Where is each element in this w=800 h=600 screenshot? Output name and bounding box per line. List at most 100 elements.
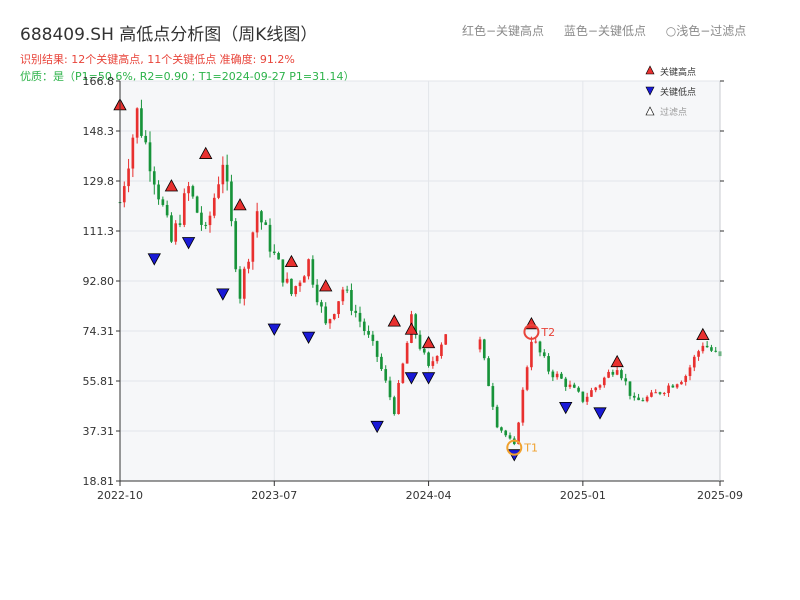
quality-summary: 优质：是（P1=50.6%, R2=0.90 ; T1=2024-09-27 P… xyxy=(20,70,355,83)
candle-body xyxy=(281,259,285,283)
y-tick-label: 166.8 xyxy=(83,75,115,88)
key-low-marker xyxy=(593,407,607,420)
candle-body xyxy=(311,259,315,285)
annotation-label-t1: T1 xyxy=(523,442,538,455)
key-high-marker xyxy=(696,327,710,341)
candle-body xyxy=(388,380,392,398)
candle-body xyxy=(602,377,606,386)
chart-legend: 关键高点 关键低点 过滤点 xyxy=(645,65,696,118)
candle-body xyxy=(641,400,645,402)
candle-body xyxy=(650,392,653,397)
key-high-marker xyxy=(404,322,419,335)
key-high-marker xyxy=(387,314,401,327)
candle-body xyxy=(260,211,263,223)
candle-body xyxy=(667,385,670,394)
candle-body xyxy=(620,370,623,379)
candle-body xyxy=(590,390,593,397)
candle-body xyxy=(508,435,512,439)
candle-body xyxy=(320,302,323,307)
candle-body xyxy=(230,181,233,222)
candle-body xyxy=(221,164,225,185)
candle-body xyxy=(302,276,306,283)
candle-body xyxy=(144,135,148,143)
candle-body xyxy=(397,382,400,415)
candle-body xyxy=(547,356,550,372)
candle-body xyxy=(191,186,195,197)
candle-body xyxy=(572,384,576,388)
candle-body xyxy=(521,389,525,423)
candle-body xyxy=(568,384,572,387)
legend-filtered-label: 过滤点 xyxy=(660,106,687,118)
key-low-marker xyxy=(370,420,384,434)
y-tick-label: 37.31 xyxy=(83,425,115,438)
candle-body xyxy=(705,345,709,348)
x-tick-label: 2025-09 xyxy=(697,489,743,502)
key-low-marker xyxy=(147,253,161,266)
y-tick-label: 74.31 xyxy=(83,325,115,338)
candle-body xyxy=(324,306,328,324)
candle-body xyxy=(560,373,563,379)
candle-body xyxy=(401,363,405,383)
candle-body xyxy=(538,341,542,353)
key-low-marker xyxy=(301,331,316,344)
legend-low-marker xyxy=(645,86,655,96)
candle-body xyxy=(337,301,340,315)
candle-body xyxy=(170,215,173,242)
legend-high-marker xyxy=(645,65,655,75)
chart-title: 688409.SH 高低点分析图（周K线图） xyxy=(20,25,318,45)
candle-body xyxy=(238,269,242,299)
y-tick-label: 92.80 xyxy=(83,275,115,288)
candle-body xyxy=(688,367,692,377)
candle-body xyxy=(577,387,580,392)
candle-body xyxy=(225,164,229,182)
candle-body xyxy=(234,221,238,270)
candle-body xyxy=(298,282,302,287)
candle-body xyxy=(714,350,718,352)
x-tick-label: 2025-01 xyxy=(560,489,606,502)
candle-body xyxy=(530,341,533,368)
candle-body xyxy=(131,137,135,169)
y-tick-label: 148.3 xyxy=(83,125,115,138)
candle-body xyxy=(268,224,272,252)
candle-body xyxy=(122,186,126,203)
legend-low-label: 关键低点 xyxy=(660,86,696,98)
result-summary: 识别结果: 12个关键高点, 11个关键低点 准确度: 91.2% xyxy=(20,53,295,66)
candle-body xyxy=(148,142,152,172)
candle-body xyxy=(341,289,345,302)
key-low-marker xyxy=(216,288,230,301)
candle-body xyxy=(418,334,422,349)
candle-body xyxy=(525,367,529,390)
key-high-marker xyxy=(233,198,247,211)
candle-body xyxy=(371,334,375,342)
x-tick-label: 2024-04 xyxy=(406,489,452,502)
candle-body xyxy=(178,223,182,225)
candle-body xyxy=(504,430,508,436)
candle-body xyxy=(517,422,520,445)
candle-body xyxy=(422,348,426,353)
candle-body xyxy=(272,251,276,254)
candle-body xyxy=(332,314,336,320)
annotation-label-t2: T2 xyxy=(540,326,555,339)
candle-body xyxy=(542,352,546,357)
key-high-marker xyxy=(284,254,299,268)
annotation-ring-t1 xyxy=(506,439,523,456)
x-tick-label: 2023-07 xyxy=(251,489,297,502)
candle-body xyxy=(684,376,688,382)
candle-body xyxy=(165,204,169,216)
candle-body xyxy=(500,427,503,431)
candle-body xyxy=(247,261,250,269)
candle-body xyxy=(658,392,662,394)
candle-body xyxy=(367,330,370,335)
candle-body xyxy=(585,396,589,402)
key-high-marker xyxy=(199,146,213,159)
top-legend: 红色−关键高点 蓝色−关键低点 ○浅色−过滤点 xyxy=(462,22,762,39)
candle-body xyxy=(208,215,212,226)
candle-body xyxy=(251,232,255,262)
legend-high-label: 关键高点 xyxy=(660,66,696,78)
candle-body xyxy=(440,344,443,357)
candle-body xyxy=(255,211,259,233)
candle-body xyxy=(290,278,293,295)
candle-body xyxy=(380,356,383,370)
candle-body xyxy=(285,278,289,283)
